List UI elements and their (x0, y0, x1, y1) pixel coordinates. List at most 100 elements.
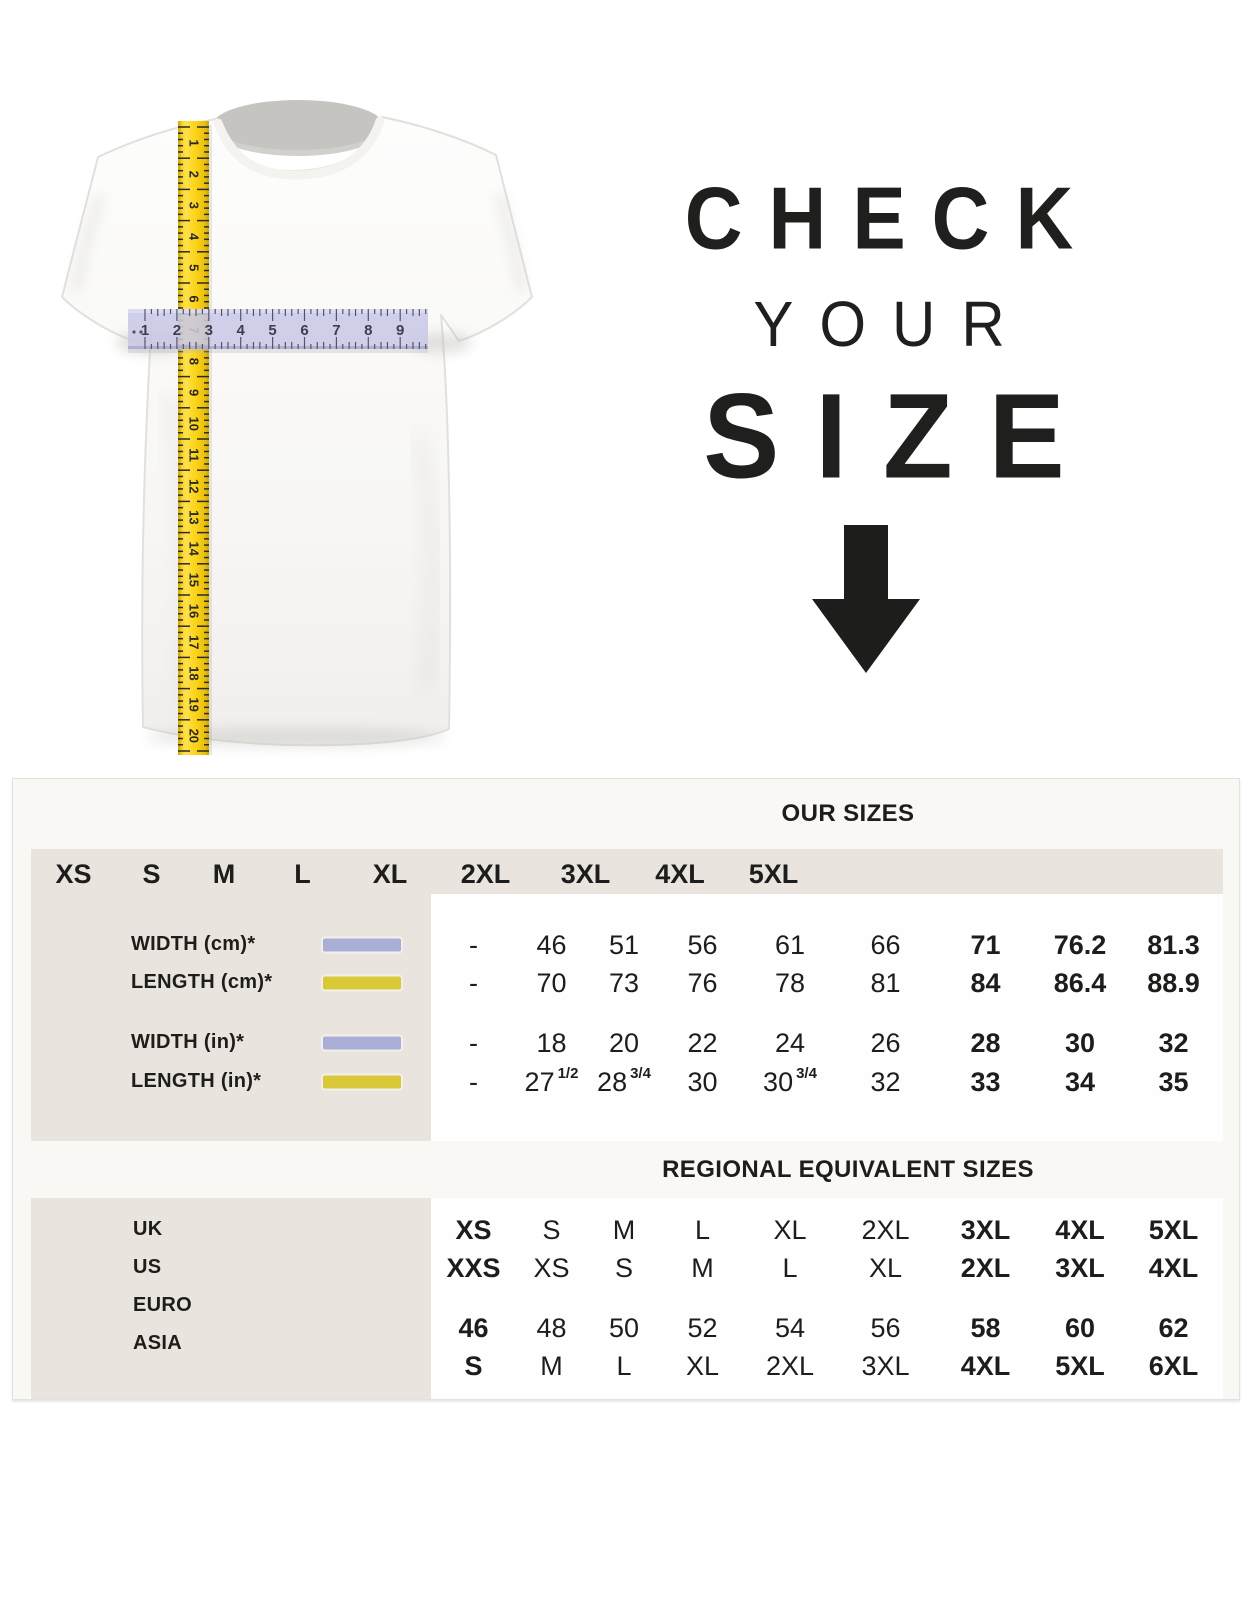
tape-number: 17 (187, 635, 202, 649)
table-row: S M L XL 2XL 3XL 4XL 5XL 6XL (431, 1347, 1223, 1385)
tape-number: 13 (187, 510, 202, 524)
row-label: UK (133, 1218, 163, 1241)
ruler-number: 2 (173, 322, 181, 339)
horizontal-ruler: 1 2 3 4 5 6 7 8 9 (128, 309, 428, 353)
tape-number: 11 (187, 448, 202, 462)
row-label-wrap: LENGTH (cm)* (31, 970, 431, 996)
tape-number: 8 (187, 358, 202, 365)
size-value: 76.2 (1053, 929, 1107, 960)
size-value: 51 (608, 929, 640, 960)
size-value: 62 (1158, 1312, 1189, 1343)
size-value: 2XL (861, 1214, 910, 1245)
size-value: S (542, 1214, 561, 1245)
ruler-number: 6 (300, 322, 308, 339)
size-value: 4XL (960, 1350, 1011, 1381)
size-column-header: 3XL (560, 858, 611, 889)
size-value: 46 (458, 1312, 489, 1343)
size-value: - (469, 967, 478, 998)
size-value: - (469, 1066, 478, 1097)
table-row: XXS XS S M L XL 2XL 3XL 4XL (431, 1249, 1223, 1287)
size-value: 56 (687, 929, 718, 960)
size-value: 58 (970, 1312, 1001, 1343)
row-label: ASIA (133, 1332, 182, 1355)
our-sizes-title: OUR SIZES (781, 800, 915, 827)
size-column-header: S (142, 858, 161, 889)
size-value: 60 (1064, 1312, 1096, 1343)
yellow-swatch (323, 1075, 401, 1089)
size-table: OUR SIZES XS S M L XL 2XL 3XL 4XL 5XL -46 51 56 61 6… (12, 778, 1240, 1400)
row-label: LENGTH (in)* (131, 1070, 262, 1093)
size-value: 70 (536, 967, 567, 998)
size-value: - (469, 929, 478, 960)
row-label-wrap: WIDTH (cm)* (31, 932, 431, 958)
row-label-wrap: EURO (31, 1293, 431, 1319)
size-value: 20 (608, 1027, 640, 1058)
tape-number: 5 (187, 264, 202, 271)
size-value: 3XL (861, 1350, 910, 1381)
size-value: 4XL (1148, 1252, 1199, 1283)
size-value: 30 (1064, 1027, 1096, 1058)
tape-number: 2 (187, 171, 202, 178)
tape-number: 10 (187, 417, 202, 431)
size-column-header: XS (55, 858, 92, 889)
size-value: 26 (870, 1027, 901, 1058)
size-value: 5XL (1055, 1350, 1105, 1381)
size-value: 35 (1158, 1066, 1189, 1097)
size-value: 3XL (960, 1214, 1011, 1245)
size-value: XS (533, 1252, 570, 1283)
lavender-swatch (323, 938, 401, 952)
row-label-wrap: LENGTH (in)* (31, 1069, 431, 1095)
our-sizes-header: OUR SIZES (443, 779, 1251, 849)
size-value: 48 (536, 1312, 567, 1343)
size-value: 32 (1158, 1027, 1189, 1058)
size-value: - (469, 1027, 478, 1058)
measurements-section: XS S M L XL 2XL 3XL 4XL 5XL - 46 51 56 61 66 71 76.2 81.… (31, 849, 1223, 1141)
hero-title-line3: SIZE (703, 369, 1101, 505)
tape-number: 20 (187, 729, 202, 743)
size-value: 32 (870, 1066, 901, 1097)
size-value: XL (773, 1214, 807, 1245)
tape-number: 16 (187, 604, 202, 618)
tape-number: 19 (187, 697, 202, 711)
tape-number: 9 (187, 389, 202, 396)
tape-number: 1 (187, 139, 202, 146)
size-value: XL (685, 1350, 720, 1381)
size-value: 46 (536, 929, 567, 960)
table-row: - 46 51 56 61 66 71 76.2 81.3 (431, 926, 1223, 964)
size-value: M (612, 1214, 636, 1245)
table-row: 46 48 50 52 54 56 58 60 62 (431, 1309, 1223, 1347)
size-value: XXS (446, 1252, 501, 1283)
size-column-header: XL (372, 858, 408, 889)
size-value: L (694, 1214, 711, 1245)
size-value: 71 (970, 929, 1001, 960)
size-value: 78 (774, 967, 806, 998)
size-value: 52 (687, 1312, 718, 1343)
ruler-number: 4 (237, 322, 246, 339)
size-value: 50 (608, 1312, 640, 1343)
table-row: - 18 20 22 24 26 28 30 32 (431, 1024, 1223, 1062)
size-value: 88.9 (1147, 967, 1200, 998)
size-value: 54 (774, 1312, 806, 1343)
size-value: 30 3/4 (763, 1064, 817, 1097)
tshirt-illustration: 1234567891011121314151617181920 12345678… (61, 100, 533, 755)
size-value: 34 (1064, 1066, 1096, 1097)
row-label-wrap: ASIA (31, 1331, 431, 1357)
table-row: XS S M L XL 2XL 3XL 4XL 5XL (431, 1211, 1223, 1249)
size-value: 84 (970, 967, 1001, 998)
size-value: XS (455, 1214, 492, 1245)
row-label: EURO (133, 1294, 192, 1317)
size-value: 81.3 (1147, 929, 1200, 960)
tshirt-graphic: 1234567891011121314151617181920 12345678… (40, 85, 560, 775)
row-label: WIDTH (cm)* (131, 933, 256, 956)
size-value: 18 (536, 1027, 567, 1058)
size-value: 66 (870, 929, 901, 960)
row-label-wrap: US (31, 1255, 431, 1281)
size-value: XL (868, 1252, 903, 1283)
ruler-number: 9 (396, 322, 404, 339)
hero-title-line1: CHECK (684, 169, 1100, 268)
size-value: 2XL (960, 1252, 1011, 1283)
tape-number: 3 (187, 202, 202, 209)
size-value: 56 (870, 1312, 901, 1343)
row-label: LENGTH (cm)* (131, 971, 273, 994)
